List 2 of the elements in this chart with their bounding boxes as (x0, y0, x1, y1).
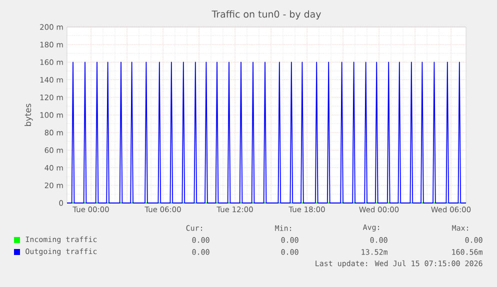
chart-title: Traffic on tun0 - by day (212, 10, 321, 20)
y-axis-title: bytes (24, 104, 33, 126)
